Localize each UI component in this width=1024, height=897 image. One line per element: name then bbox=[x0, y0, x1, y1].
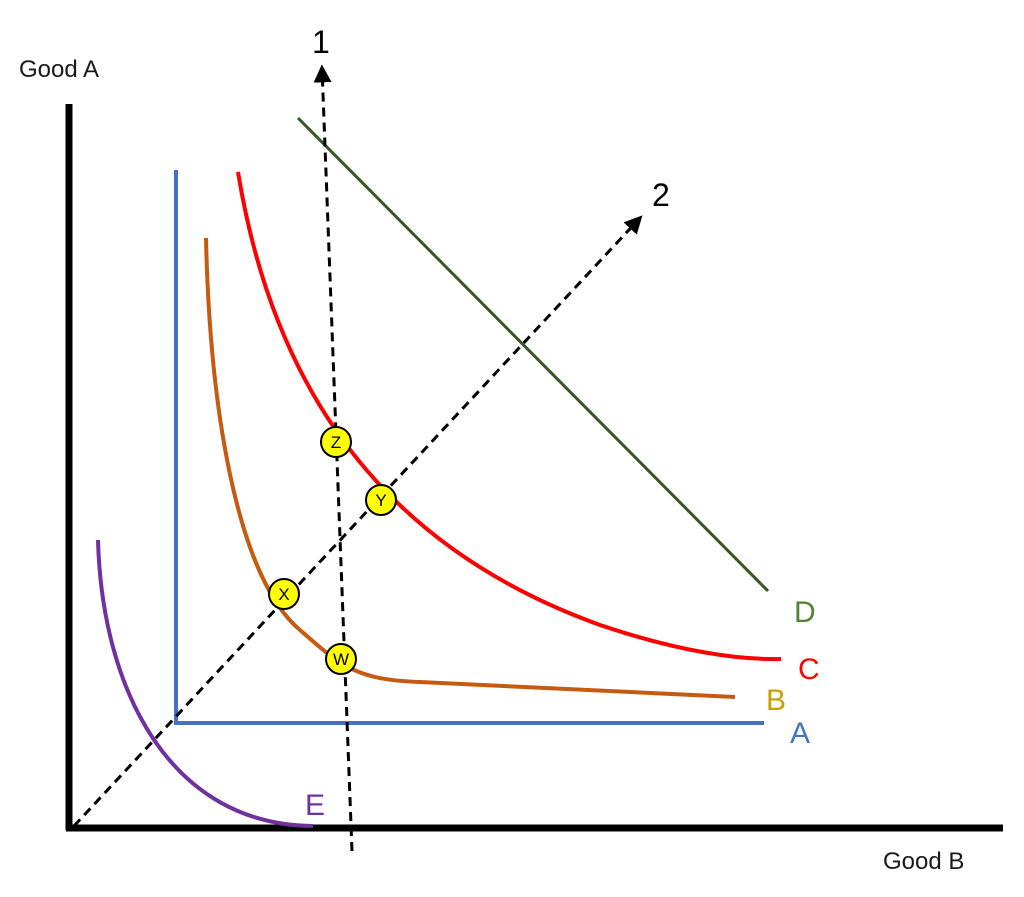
curve-c bbox=[236, 171, 782, 662]
curve-c-label: C bbox=[798, 653, 820, 686]
curve-a bbox=[174, 170, 764, 725]
point-y-label: Y bbox=[375, 491, 386, 510]
curve-d bbox=[296, 116, 770, 593]
ray-1-label: 1 bbox=[312, 24, 330, 60]
point-z: Z bbox=[320, 426, 352, 458]
curve-e-label: E bbox=[305, 789, 325, 822]
point-w: W bbox=[325, 643, 357, 675]
curve-b bbox=[204, 237, 736, 699]
ray-1 bbox=[313, 64, 354, 852]
ray-2-label: 2 bbox=[652, 177, 670, 213]
curve-a-label: A bbox=[790, 717, 810, 750]
point-y: Y bbox=[365, 484, 397, 516]
point-w-label: W bbox=[333, 650, 349, 669]
ray-2 bbox=[72, 215, 643, 828]
curve-d-label: D bbox=[794, 596, 816, 629]
point-z-label: Z bbox=[331, 433, 341, 452]
curve-b-label: B bbox=[766, 684, 786, 717]
curve-e bbox=[96, 539, 314, 828]
x-axis-label: Good B bbox=[883, 848, 964, 875]
point-x-label: X bbox=[278, 585, 289, 604]
point-x: X bbox=[268, 578, 300, 610]
y-axis-label: Good A bbox=[19, 56, 99, 83]
